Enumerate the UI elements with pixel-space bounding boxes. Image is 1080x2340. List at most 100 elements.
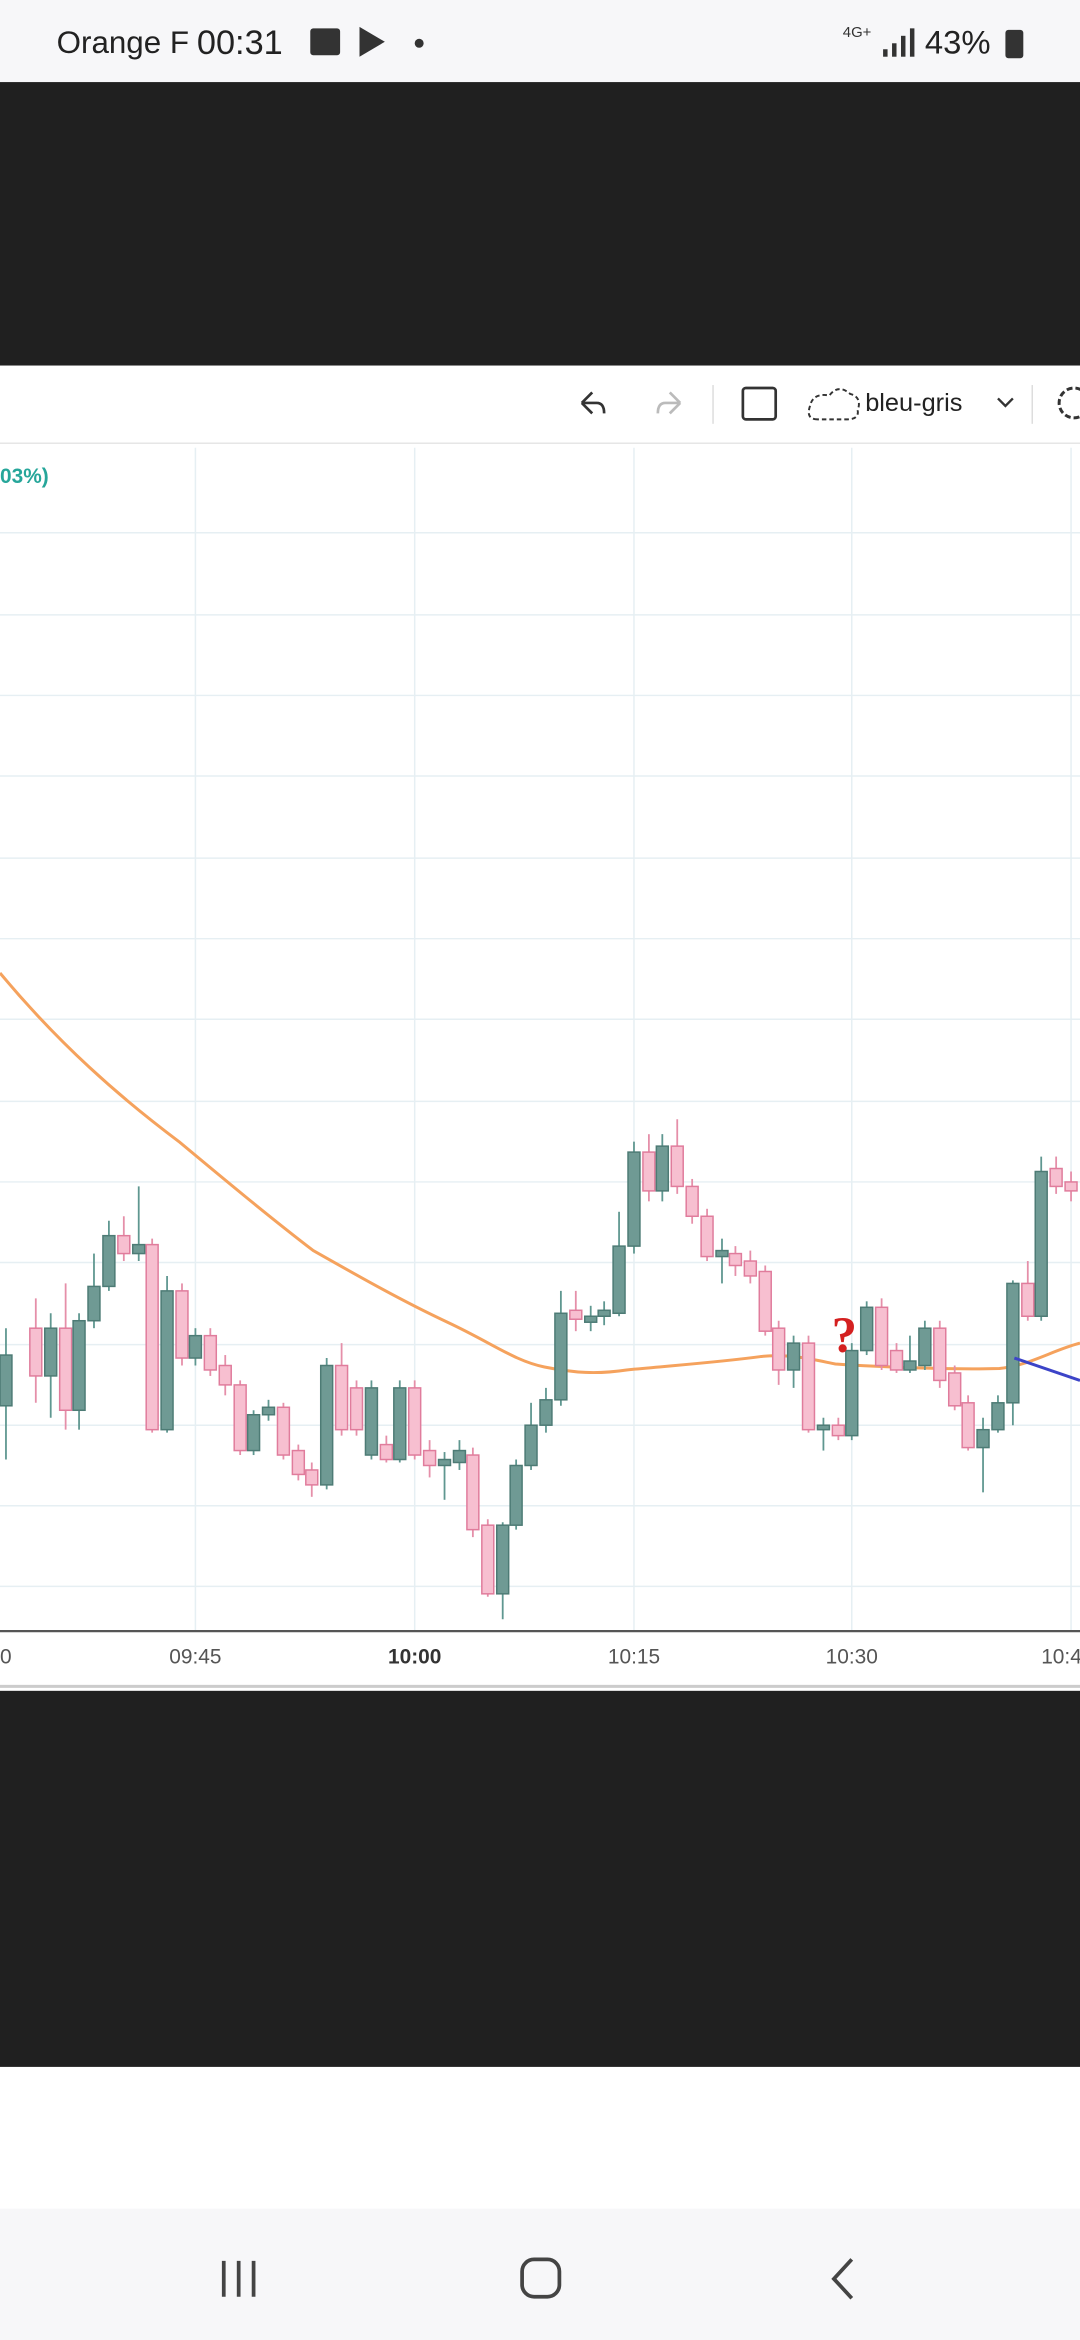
candle [554, 1290, 568, 1406]
candle [393, 1380, 407, 1463]
candle [334, 1343, 349, 1436]
x-tick-label: 10:15 [608, 1646, 660, 1669]
navigation-bar [0, 2208, 1080, 2340]
trend-line [1013, 1356, 1080, 1382]
candle [188, 1328, 203, 1366]
candle [509, 1459, 523, 1530]
candle [976, 1417, 990, 1493]
candle [349, 1380, 364, 1436]
candle [160, 1275, 174, 1433]
candle [597, 1301, 611, 1326]
candle [145, 1238, 159, 1433]
candle [627, 1141, 641, 1254]
theme-selector[interactable]: bleu-gris [865, 389, 962, 417]
back-button[interactable] [831, 2258, 854, 2300]
candle [87, 1253, 101, 1329]
x-tick-label: 09:45 [169, 1646, 221, 1669]
grid [0, 447, 1080, 1632]
candle [889, 1343, 904, 1373]
candle [685, 1178, 699, 1224]
x-tick-label: 10:4 [1041, 1646, 1080, 1669]
signal-icon [883, 28, 915, 57]
candle [845, 1343, 859, 1441]
play-icon [359, 26, 385, 57]
candle [364, 1380, 379, 1460]
candle [1034, 1156, 1048, 1321]
candle [481, 1519, 495, 1597]
candle [715, 1238, 729, 1284]
redo-button[interactable] [656, 391, 682, 415]
candle [1006, 1280, 1020, 1426]
candle [379, 1435, 394, 1463]
candle [422, 1440, 437, 1478]
candle [670, 1119, 684, 1194]
candle [743, 1250, 758, 1284]
dark-band [0, 1690, 1080, 2067]
candles [0, 1119, 1078, 1620]
candle [407, 1380, 422, 1460]
undo-button[interactable] [580, 391, 606, 415]
rectangle-tool[interactable] [741, 386, 778, 421]
candle [991, 1395, 1005, 1433]
candle [44, 1313, 58, 1418]
recent-apps-button[interactable] [221, 2260, 256, 2297]
settings-button[interactable] [1057, 386, 1080, 420]
candle [524, 1402, 538, 1470]
candle [276, 1402, 291, 1460]
candle [466, 1447, 480, 1538]
candle [58, 1283, 73, 1430]
candle [961, 1395, 975, 1451]
candle [859, 1301, 874, 1356]
candle [291, 1444, 306, 1481]
candle [758, 1265, 772, 1336]
x-tick-label: 10:00 [388, 1646, 441, 1669]
battery-icon [1005, 29, 1024, 59]
x-tick-label: 0 [0, 1646, 12, 1669]
candle [203, 1328, 218, 1376]
status-bar [0, 0, 1080, 83]
candle [437, 1452, 452, 1500]
candle [132, 1186, 146, 1262]
candle [786, 1335, 801, 1388]
candle [0, 1328, 13, 1460]
clock: 00:31 [197, 24, 283, 62]
candle [218, 1355, 232, 1396]
candle [117, 1216, 131, 1262]
home-button[interactable] [520, 2257, 562, 2299]
candle [612, 1211, 626, 1317]
candle [495, 1522, 510, 1620]
dot-icon [414, 38, 424, 48]
candle [1049, 1156, 1063, 1194]
x-tick-label: 10:30 [826, 1646, 878, 1669]
candle [947, 1365, 962, 1411]
candle [642, 1134, 656, 1202]
candle [1064, 1171, 1078, 1202]
cloud-icon[interactable] [807, 388, 860, 421]
battery-level: 43% [925, 23, 991, 60]
candle [728, 1246, 743, 1276]
candle [874, 1298, 889, 1370]
carrier: Orange F [57, 25, 189, 60]
dropdown-chevron[interactable] [997, 397, 1014, 408]
candle [655, 1134, 670, 1202]
candle [918, 1320, 932, 1370]
candle [771, 1320, 786, 1385]
candle [933, 1320, 947, 1388]
chart-panel [0, 365, 1080, 1688]
candle [319, 1358, 334, 1490]
candle [801, 1335, 816, 1433]
status-icons [310, 26, 424, 57]
candle [1021, 1261, 1035, 1321]
candle [233, 1380, 247, 1456]
x-axis: 0 09:45 10:00 10:15 10:30 10:4 [0, 1646, 1080, 1669]
legend-fragment: 03%) [0, 465, 49, 488]
annotation: ? [832, 1307, 857, 1363]
candle [569, 1290, 583, 1332]
candle [261, 1399, 276, 1421]
network-type: 4G+ [843, 24, 872, 41]
candle [903, 1335, 917, 1373]
candle [584, 1305, 598, 1332]
candle [305, 1462, 319, 1497]
